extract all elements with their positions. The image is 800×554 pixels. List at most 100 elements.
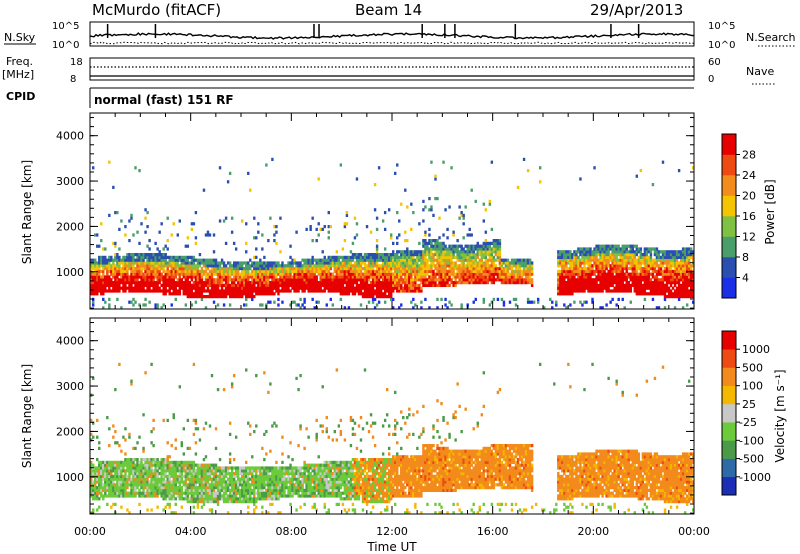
data-cell — [653, 253, 657, 257]
data-cell — [323, 258, 326, 262]
data-cell — [162, 458, 165, 462]
data-cell — [130, 486, 133, 490]
data-cell — [138, 488, 141, 492]
data-cell — [198, 269, 202, 273]
data-cell — [496, 269, 500, 273]
data-cell — [575, 264, 578, 268]
data-cell — [559, 286, 562, 290]
data-cell — [120, 269, 123, 273]
data-cell — [422, 278, 425, 282]
data-cell — [208, 233, 212, 237]
data-cell — [92, 300, 95, 304]
data-cell — [156, 505, 159, 509]
data-cell — [383, 261, 387, 265]
data-cell — [142, 267, 145, 271]
data-cell — [677, 253, 681, 257]
data-cell — [396, 275, 399, 279]
data-cell — [643, 250, 647, 254]
data-cell — [164, 486, 167, 490]
data-cell — [679, 255, 683, 259]
data-cell — [234, 272, 238, 276]
data-cell — [182, 275, 186, 279]
data-cell — [645, 286, 649, 290]
data-cell — [249, 286, 252, 290]
data-cell — [392, 253, 395, 257]
data-cell — [657, 269, 661, 273]
data-cell — [295, 283, 298, 287]
data-cell — [216, 289, 220, 293]
data-cell — [428, 241, 431, 245]
data-cell — [623, 250, 626, 254]
data-cell — [408, 250, 411, 254]
data-cell — [162, 283, 165, 287]
data-cell — [156, 486, 159, 490]
data-cell — [106, 272, 109, 276]
data-cell — [563, 269, 566, 273]
data-cell — [234, 267, 238, 271]
data-cell — [379, 275, 383, 279]
data-cell — [691, 275, 695, 279]
y-tick-label: 3000 — [56, 175, 84, 188]
data-cell — [377, 166, 381, 170]
data-cell — [458, 250, 461, 254]
data-cell — [398, 264, 401, 268]
data-cell — [222, 303, 226, 307]
data-cell — [474, 272, 477, 276]
data-cell — [154, 486, 157, 490]
data-cell — [128, 275, 131, 279]
data-cell — [593, 278, 596, 282]
data-cell — [396, 255, 399, 259]
freq-label: Freq. — [6, 55, 33, 68]
data-cell — [303, 278, 306, 282]
data-cell — [305, 264, 308, 268]
data-cell — [526, 258, 530, 262]
data-cell — [494, 239, 498, 243]
data-cell — [689, 289, 693, 293]
data-cell — [432, 247, 435, 251]
data-cell — [414, 281, 417, 285]
data-cell — [102, 269, 105, 273]
data-cell — [130, 480, 133, 484]
data-cell — [561, 258, 564, 262]
data-cell — [222, 267, 226, 271]
data-cell — [140, 267, 143, 271]
data-cell — [210, 261, 214, 265]
data-cell — [430, 255, 433, 259]
data-cell — [108, 488, 111, 492]
data-cell — [158, 488, 161, 492]
data-cell — [317, 300, 320, 304]
data-cell — [486, 269, 490, 273]
data-cell — [214, 269, 218, 273]
data-cell — [530, 281, 534, 285]
data-cell — [581, 247, 584, 251]
data-cell — [418, 275, 421, 279]
data-cell — [108, 483, 111, 487]
data-cell — [484, 261, 488, 265]
data-cell — [462, 213, 465, 217]
data-cell — [138, 264, 141, 268]
data-cell — [392, 258, 395, 262]
data-cell — [204, 289, 208, 293]
data-cell — [677, 292, 681, 296]
data-cell — [685, 267, 689, 271]
data-cell — [116, 269, 119, 273]
data-cell — [577, 261, 580, 265]
data-cell — [180, 255, 184, 259]
data-cell — [381, 281, 385, 285]
data-cell — [593, 250, 596, 254]
data-cell — [241, 219, 244, 223]
data-cell — [190, 222, 194, 226]
data-cell — [331, 261, 335, 265]
data-cell — [92, 264, 95, 268]
data-cell — [607, 283, 610, 287]
data-cell — [565, 286, 568, 290]
data-cell — [261, 269, 264, 273]
data-cell — [251, 261, 254, 265]
data-cell — [128, 511, 131, 515]
data-cell — [198, 261, 202, 265]
data-cell — [126, 486, 129, 490]
data-cell — [641, 278, 645, 282]
data-cell — [504, 258, 508, 262]
data-cell — [577, 267, 580, 271]
data-cell — [102, 272, 105, 276]
